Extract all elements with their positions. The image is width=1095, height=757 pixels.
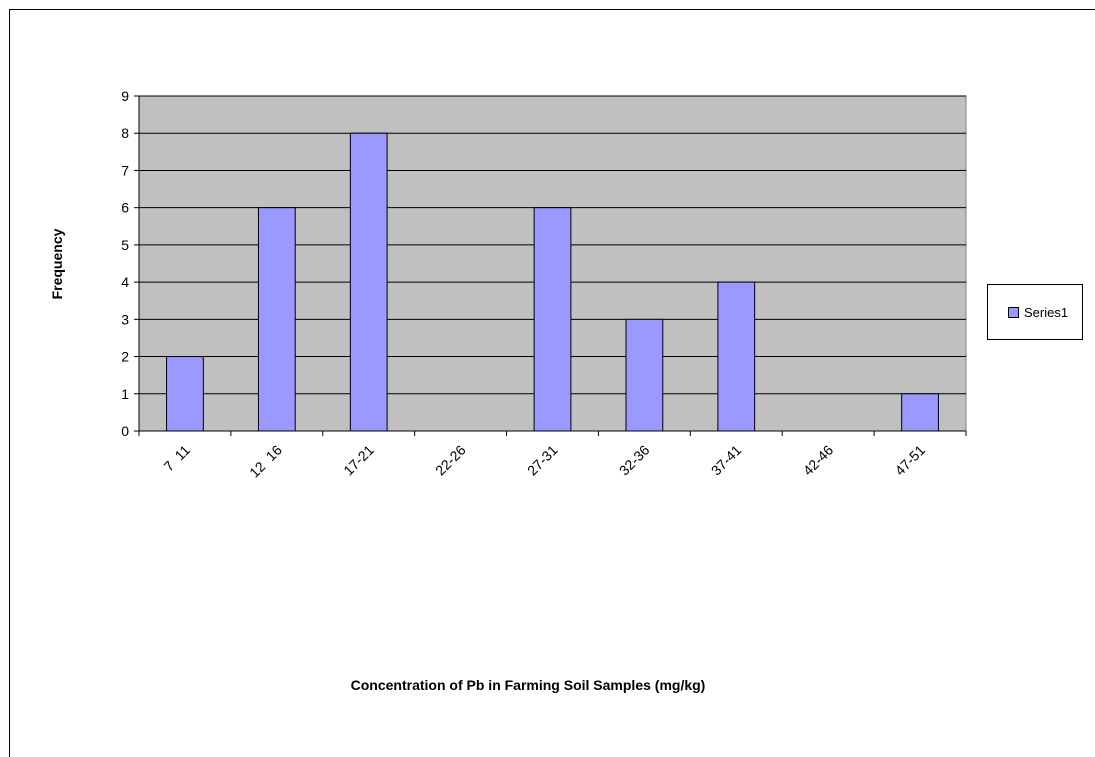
- y-axis-title: Frequency: [49, 228, 65, 299]
- bar: [349, 132, 388, 432]
- y-tick-label: 2: [121, 349, 129, 365]
- y-tick-label: 8: [121, 125, 129, 141]
- bar: [717, 281, 756, 432]
- x-tick-label: 12 16: [246, 442, 285, 481]
- x-tick-label: 22-26: [432, 442, 469, 479]
- legend-swatch: [1008, 306, 1019, 318]
- y-tick-labels: 0 1 2 3 4 5 6 7 8 9: [121, 88, 129, 439]
- x-tick-label: 7 11: [160, 442, 193, 475]
- bar: [533, 207, 572, 432]
- y-tick-label: 6: [121, 200, 129, 216]
- x-tick-label: 47-51: [892, 442, 929, 479]
- axes: [134, 95, 967, 436]
- chart-area-border: [9, 9, 1095, 757]
- bars: [166, 132, 939, 432]
- bar: [166, 356, 204, 432]
- legend: Series1: [987, 284, 1083, 340]
- x-tick-label: 37-41: [708, 442, 745, 479]
- x-axis-title: Concentration of Pb in Farming Soil Samp…: [351, 677, 706, 693]
- y-tick-label: 0: [121, 423, 129, 439]
- x-tick-label: 42-46: [800, 442, 837, 479]
- bar: [625, 318, 664, 432]
- y-tick-label: 9: [121, 88, 129, 104]
- x-tick-label: 32-36: [616, 442, 653, 479]
- bar: [901, 393, 939, 432]
- y-tick-label: 3: [121, 311, 129, 327]
- x-tick-label: 27-31: [524, 442, 561, 479]
- y-tick-label: 4: [121, 274, 129, 290]
- x-tick-label: 17-21: [340, 442, 377, 479]
- y-tick-label: 7: [121, 162, 129, 178]
- y-tick-label: 5: [121, 237, 129, 253]
- y-tick-label: 1: [121, 386, 129, 402]
- legend-label: Series1: [1024, 304, 1069, 320]
- bar: [257, 207, 296, 432]
- x-tick-labels: 7 11 12 16 17-21 22-26 27-31 32-36 37-41 42-46 4…: [160, 442, 928, 481]
